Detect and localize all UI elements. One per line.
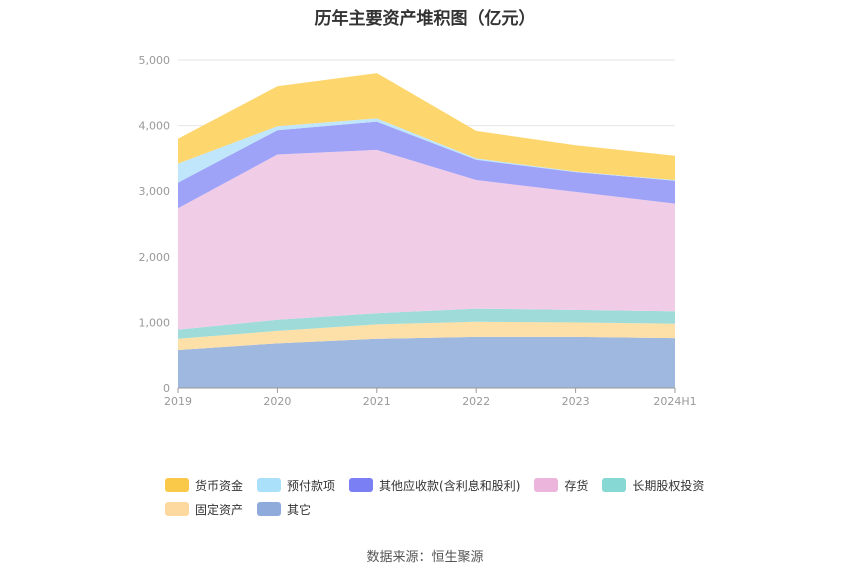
legend-item[interactable]: 长期股权投资 [602, 477, 704, 494]
legend-label: 固定资产 [195, 502, 244, 517]
legend-label: 其它 [287, 502, 312, 517]
legend-swatch [534, 478, 559, 492]
area-其它 [178, 336, 675, 388]
area-长期股权投资 [178, 308, 675, 339]
y-axis-ticks: 0 1,000 2,000 3,000 4,000 5,000 [139, 54, 171, 395]
area-货币资金 [178, 73, 675, 181]
area-预付款项 [178, 118, 675, 183]
legend-label: 预付款项 [287, 478, 336, 493]
legend-item[interactable]: 固定资产 [165, 501, 243, 518]
legend-label: 存货 [564, 478, 589, 493]
area-存货 [178, 149, 675, 330]
legend-item[interactable]: 其它 [257, 501, 311, 518]
legend-row: 固定资产 其它 [165, 497, 725, 521]
x-tick-label: 2022 [462, 395, 490, 408]
legend-swatch [257, 502, 282, 516]
legend-label: 其他应收款(含利息和股利) [379, 478, 521, 493]
y-tick-label: 2,000 [139, 251, 171, 264]
legend-item[interactable]: 预付款项 [257, 477, 335, 494]
x-tick-label: 2024H1 [653, 395, 696, 408]
area-series [178, 73, 675, 388]
legend-row: 货币资金 预付款项 其他应收款(含利息和股利) 存货 长期股权投资 [165, 473, 725, 497]
area-固定资产 [178, 321, 675, 350]
legend-label: 长期股权投资 [632, 478, 705, 493]
chart-title: 历年主要资产堆积图（亿元） [314, 9, 536, 29]
legend-swatch [165, 478, 189, 492]
legend-swatch [349, 478, 374, 492]
legend-item[interactable]: 其他应收款(含利息和股利) [349, 477, 520, 494]
data-source: 数据来源：恒生聚源 [366, 550, 484, 565]
area-其他应收款(含利息和股利) [178, 121, 675, 209]
y-tick-label: 5,000 [139, 54, 171, 67]
x-axis-ticks: 2019 2020 2021 2022 2023 2024H1 [164, 388, 697, 408]
legend-item[interactable]: 货币资金 [165, 477, 243, 494]
x-tick-label: 2021 [363, 395, 391, 408]
legend-swatch [165, 502, 189, 516]
x-tick-label: 2023 [562, 395, 590, 408]
y-tick-label: 0 [163, 382, 170, 395]
y-tick-label: 1,000 [139, 316, 171, 329]
legend-item[interactable]: 存货 [534, 477, 588, 494]
legend: 货币资金 预付款项 其他应收款(含利息和股利) 存货 长期股权投资 固定资产 其它 [165, 473, 725, 521]
x-tick-label: 2019 [164, 395, 192, 408]
legend-swatch [257, 478, 282, 492]
x-tick-label: 2020 [263, 395, 291, 408]
legend-label: 货币资金 [195, 478, 244, 493]
y-tick-label: 3,000 [139, 185, 171, 198]
y-tick-label: 4,000 [139, 120, 171, 133]
legend-swatch [602, 478, 627, 492]
